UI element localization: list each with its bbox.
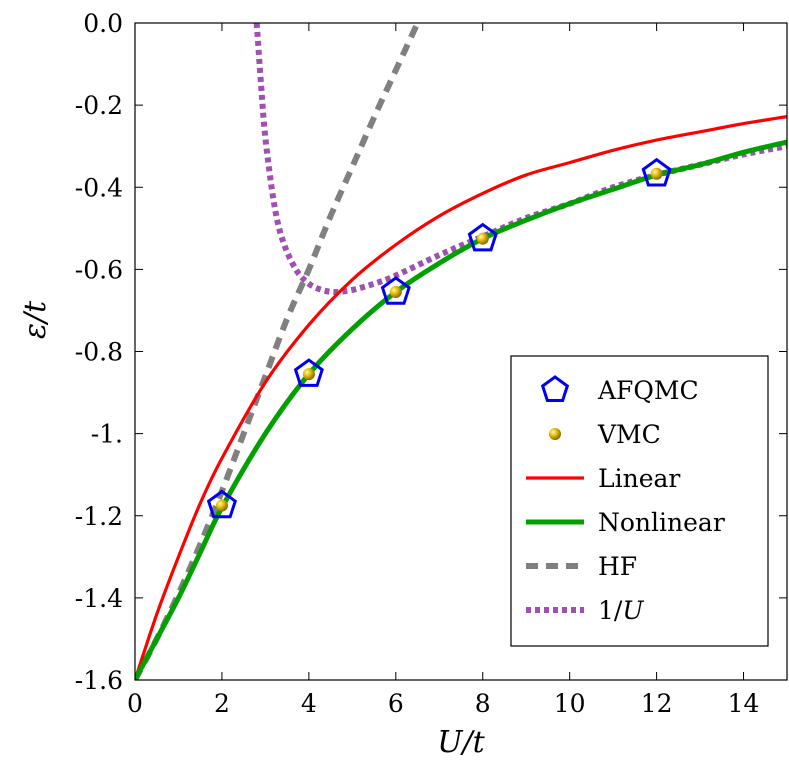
vmc-point [389,285,402,298]
legend-label: VMC [597,420,661,449]
y-tick-label: -0.8 [75,338,123,367]
vmc-point [650,167,663,180]
legend-swatch-afqmc [540,375,570,403]
x-tick-label: 2 [214,689,230,718]
x-tick-label: 6 [388,689,404,718]
afqmc-point [293,358,324,387]
x-tick-label: 12 [641,689,673,718]
legend: AFQMC VMC Linear Nonlinear HF 1/U [510,355,769,647]
legend-swatch-vmc [549,428,561,440]
y-tick-labels: 0.0 -0.2 -0.4 -0.6 -0.8 -1. -1.2 -1.4 -1.6 [75,9,123,695]
y-tick-label: 0.0 [83,9,123,38]
legend-label: Nonlinear [598,508,725,537]
plot-frame [134,22,788,681]
afqmc-point [206,489,238,519]
afqmc-point [641,157,672,187]
x-tick-label: 8 [475,689,491,718]
x-axis-label: U/t [437,725,485,760]
series-line-1-over-u [253,23,787,295]
y-tick-label: -1.4 [75,584,123,613]
afqmc-point [467,222,498,252]
x-tick-label: 0 [127,689,143,718]
series-line-hf [135,23,421,680]
x-tick-label: 14 [728,689,760,718]
vmc-point [476,232,489,245]
vmc-point [302,368,315,381]
vmc-point [215,499,228,512]
legend-label: HF [598,552,637,581]
legend-box [510,355,769,647]
y-axis-label: ε/t [18,300,53,339]
y-tick-label: -0.6 [75,255,123,284]
y-tick-label: -1.2 [75,502,123,531]
y-tick-label: -1. [91,420,123,449]
x-tick-label: 10 [554,689,586,718]
y-tick-label: -0.2 [75,91,123,120]
marker-layer [206,157,672,519]
y-tick-label: -0.4 [75,173,123,202]
afqmc-point [380,276,411,305]
legend-label: 1/U [598,596,644,625]
x-tick-labels: 0 2 4 6 8 10 12 14 [127,689,759,718]
series-line-linear [135,115,787,680]
x-tick-label: 4 [301,689,317,718]
y-tick-label: -1.6 [75,666,123,695]
legend-label: AFQMC [597,376,699,405]
legend-label: Linear [598,464,680,493]
